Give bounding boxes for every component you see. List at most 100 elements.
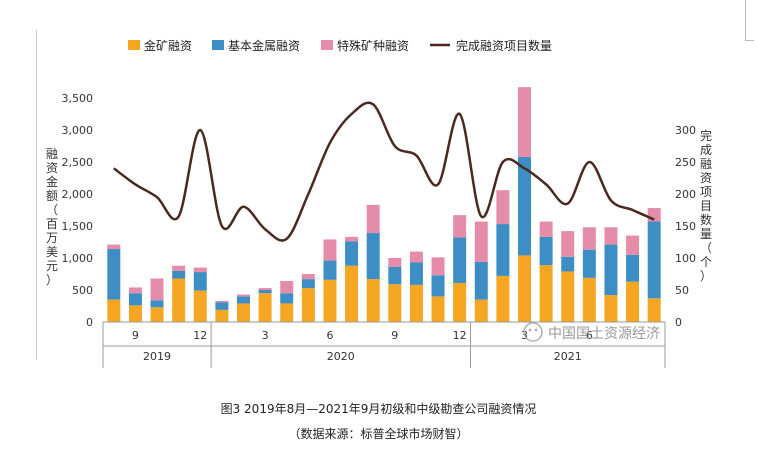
bar-special [107, 244, 121, 250]
bar-special [539, 221, 553, 237]
x-tick-label: 12 [453, 329, 467, 342]
bar-base [345, 241, 359, 266]
bar-base [215, 302, 229, 310]
bar-base [604, 244, 618, 296]
axis-title-char: 量 [700, 227, 712, 241]
y-left-tick-label: 500 [72, 284, 93, 297]
x-tick-label: 9 [391, 329, 398, 342]
y-left-tick-label: 2,000 [62, 188, 94, 201]
y-right-tick-label: 300 [675, 124, 696, 137]
x-tick-label: 12 [193, 329, 207, 342]
axis-title-char: 百 [46, 217, 58, 231]
axis-title-char: 成 [700, 143, 712, 157]
bar-gold [561, 271, 575, 322]
bar-gold [107, 299, 121, 322]
x-tick-label: 6 [586, 329, 593, 342]
y-left-tick-label: 1,000 [62, 252, 94, 265]
bar-special [193, 267, 207, 273]
legend-label-gold: 金矿融资 [144, 38, 192, 53]
bar-special [474, 221, 488, 262]
x-tick-label: 9 [132, 329, 139, 342]
bar-special [280, 281, 294, 294]
bars [107, 87, 661, 322]
axis-title-char: 额 [46, 189, 58, 203]
bar-gold [280, 303, 294, 322]
axis-title-char: ） [700, 269, 712, 283]
bar-base [431, 275, 445, 297]
bar-special [301, 274, 315, 280]
bar-special [453, 215, 467, 238]
wechat-icon-eye [534, 328, 538, 332]
bar-gold [258, 293, 272, 322]
bar-special [150, 278, 164, 301]
legend-label-line: 完成融资项目数量 [456, 38, 552, 53]
bar-gold [409, 284, 423, 322]
axis-title-char: 资 [700, 171, 712, 185]
bar-special [128, 287, 142, 294]
bar-special [582, 227, 596, 250]
bar-gold [301, 288, 315, 322]
financing-chart: 金矿融资 基本金属融资 特殊矿种融资 完成融资项目数量 05001,0001,5002… [46, 38, 712, 368]
bar-gold [193, 290, 207, 322]
bar-base [193, 272, 207, 291]
x-tick-label: 6 [326, 329, 333, 342]
axis-title-char: 融 [46, 147, 58, 161]
bar-gold [345, 265, 359, 322]
bar-gold [150, 307, 164, 322]
bar-special [496, 190, 510, 225]
axis-title-char: 金 [46, 174, 58, 189]
bar-gold [604, 295, 618, 322]
bar-special [388, 258, 402, 267]
axis-title-char: （ [700, 241, 712, 255]
y-axis-left: 0 500 1,000 1,500 2,000 2,500 3,000 3,500 [62, 92, 94, 329]
bar-base [388, 266, 402, 285]
bar-special [431, 257, 445, 276]
line-series-path [113, 101, 655, 242]
y-right-tick-label: 200 [675, 188, 696, 201]
axis-title-char: 项 [700, 185, 712, 199]
y-left-tick-label: 0 [86, 316, 93, 329]
bar-special [237, 294, 250, 297]
bar-base [301, 279, 315, 289]
axis-title-char: 融 [700, 157, 712, 171]
bar-gold [539, 265, 553, 322]
bar-base [150, 300, 164, 308]
y-right-tick-label: 0 [675, 316, 682, 329]
legend-swatch-special [321, 40, 333, 50]
bar-special [604, 227, 618, 245]
bar-special [626, 235, 640, 255]
y-right-tick-label: 150 [675, 220, 696, 233]
bar-base [561, 256, 575, 272]
watermark: 中国国土资源经济 [523, 322, 660, 342]
axis-title-char: 个 [700, 255, 712, 269]
bar-gold [496, 275, 510, 322]
y-right-tick-label: 250 [675, 156, 696, 169]
project-count-line [113, 101, 655, 242]
bar-gold [237, 303, 250, 322]
y-left-tick-label: 3,500 [62, 92, 94, 105]
bar-gold [172, 278, 186, 322]
legend-swatch-gold [128, 40, 140, 50]
bar-base [366, 233, 380, 280]
bar-base [280, 293, 294, 304]
bar-gold [431, 296, 445, 322]
bar-special [258, 288, 272, 290]
legend-label-special: 特殊矿种融资 [337, 38, 409, 53]
y-right-tick-label: 50 [675, 284, 689, 297]
figure-source: （数据来源：标普全球市场财智） [288, 427, 469, 441]
corner-mark [745, 0, 754, 41]
y-left-tick-label: 2,500 [62, 156, 94, 169]
bar-base [539, 236, 553, 266]
bar-gold [215, 309, 229, 322]
bar-base [128, 293, 142, 306]
x-year-label: 2020 [327, 350, 355, 363]
figure-caption: 图3 2019年8月—2021年9月初级和中级勘查公司融资情况 [220, 402, 537, 416]
axis-title-char: 目 [700, 199, 712, 213]
bar-special [323, 239, 337, 261]
bar-base [582, 249, 596, 278]
bar-base [323, 260, 337, 280]
x-year-label: 2021 [554, 350, 582, 363]
legend-label-base: 基本金属融资 [228, 38, 300, 53]
bar-special [561, 231, 575, 257]
bar-special [366, 204, 380, 234]
